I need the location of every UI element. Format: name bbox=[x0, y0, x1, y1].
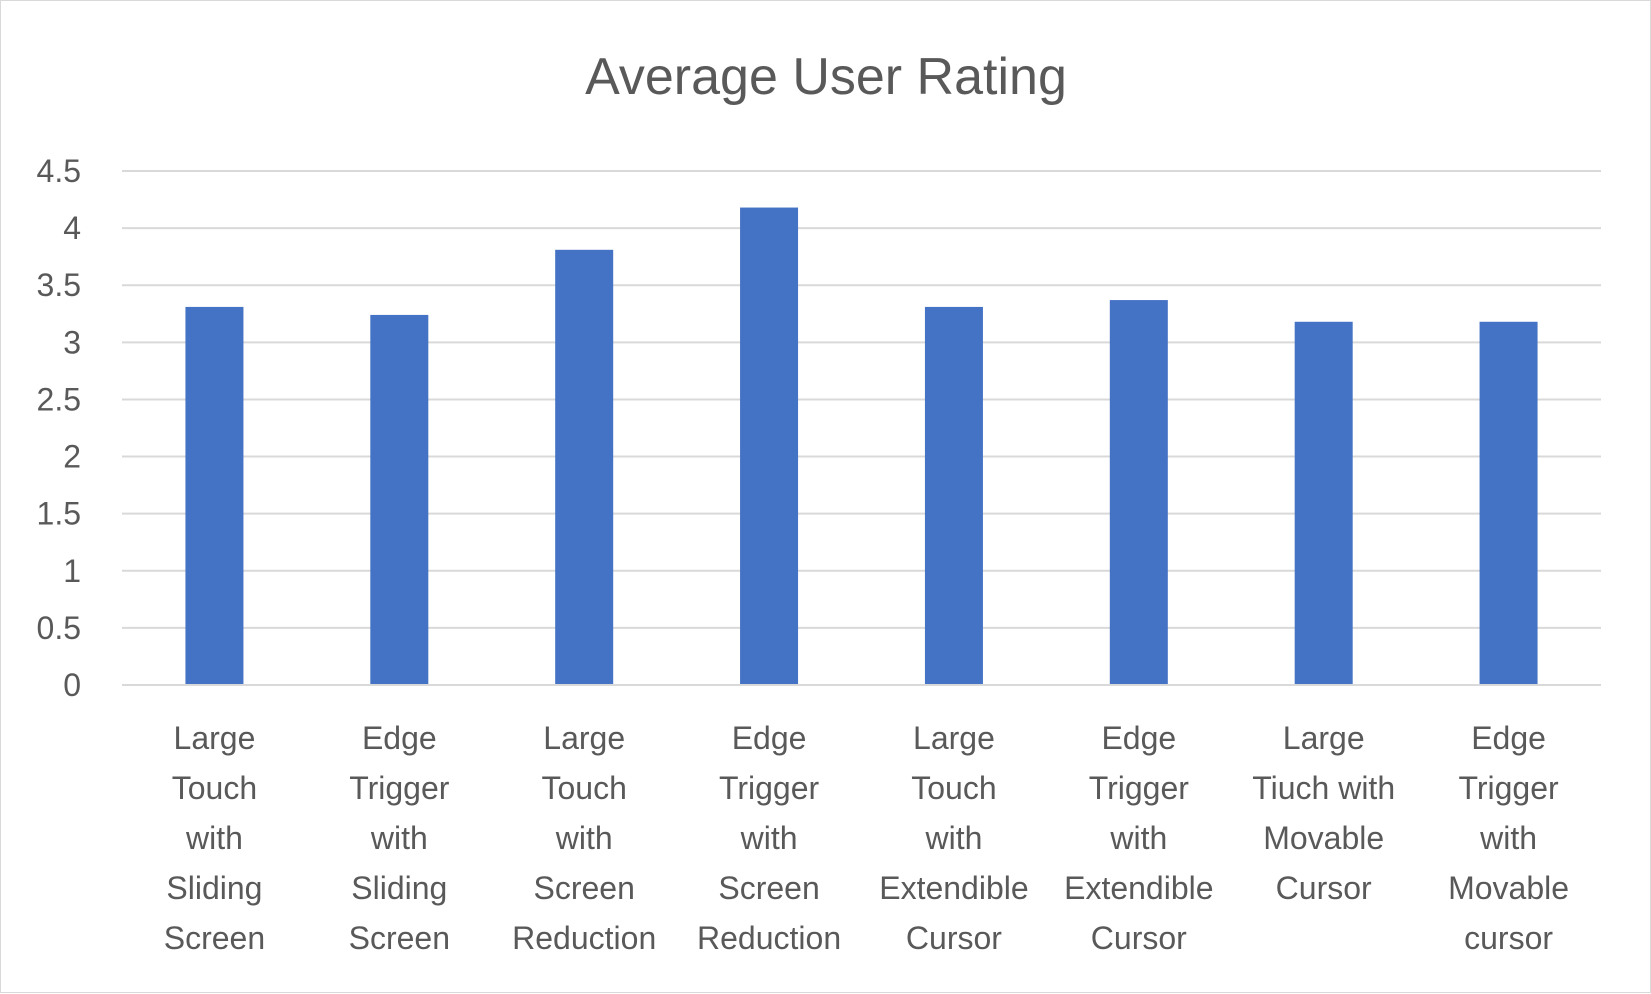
x-tick-label-line: with bbox=[1109, 820, 1167, 856]
x-tick-label-line: Edge bbox=[362, 720, 437, 756]
x-tick-label-line: Cursor bbox=[1091, 920, 1187, 956]
x-tick-label-line: Edge bbox=[732, 720, 807, 756]
y-tick-label: 2 bbox=[63, 439, 81, 475]
x-tick-label: Large Touch with Extendible Cursor bbox=[879, 720, 1028, 956]
bar bbox=[740, 207, 799, 685]
bar bbox=[1479, 321, 1538, 685]
x-tick-label-line: Sliding bbox=[166, 870, 262, 906]
x-tick-label-line: Extendible bbox=[879, 870, 1028, 906]
x-tick-label-line: Touch bbox=[541, 770, 626, 806]
x-tick-label-line: Cursor bbox=[906, 920, 1002, 956]
y-axis-ticks: 0 0.5 1 1.5 2 2.5 3 3.5 4 4.5 bbox=[37, 153, 81, 703]
x-tick-label-line: with bbox=[924, 820, 982, 856]
bar bbox=[370, 314, 429, 685]
gridlines bbox=[122, 170, 1601, 629]
bar bbox=[555, 249, 614, 685]
x-tick-label-line: Screen bbox=[349, 920, 450, 956]
bar bbox=[924, 306, 983, 685]
chart-title: Average User Rating bbox=[585, 48, 1067, 106]
x-tick-label-line: Reduction bbox=[697, 920, 841, 956]
y-tick-label: 3 bbox=[63, 324, 81, 360]
x-tick-label: Edge Trigger with Sliding Screen bbox=[349, 720, 450, 956]
x-tick-label-line: Cursor bbox=[1276, 870, 1372, 906]
x-tick-label-line: Tiuch with bbox=[1252, 770, 1395, 806]
x-tick-label-line: with bbox=[185, 820, 243, 856]
x-tick-label-line: with bbox=[555, 820, 613, 856]
y-tick-label: 2.5 bbox=[37, 381, 81, 417]
y-tick-label: 1.5 bbox=[37, 496, 81, 532]
bar bbox=[1294, 321, 1353, 685]
x-tick-label-line: Large bbox=[174, 720, 256, 756]
x-tick-label-line: Reduction bbox=[512, 920, 656, 956]
x-tick-label-line: Trigger bbox=[719, 770, 820, 806]
x-tick-label-line: Large bbox=[543, 720, 625, 756]
x-tick-label: Large Tiuch with Movable Cursor bbox=[1252, 720, 1395, 906]
x-tick-label: Edge Trigger with Screen Reduction bbox=[697, 720, 841, 956]
x-tick-label-line: with bbox=[740, 820, 798, 856]
y-tick-label: 1 bbox=[63, 553, 81, 589]
x-tick-label: Edge Trigger with Extendible Cursor bbox=[1064, 720, 1213, 956]
x-axis-labels: Large Touch with Sliding Screen Edge Trigger wi… bbox=[164, 720, 1569, 956]
x-tick-label: Large Touch with Screen Reduction bbox=[512, 720, 656, 956]
x-tick-label-line: Large bbox=[1283, 720, 1365, 756]
bar bbox=[1109, 300, 1168, 685]
y-tick-label: 4 bbox=[63, 210, 81, 246]
x-tick-label-line: Touch bbox=[172, 770, 257, 806]
x-tick-label-line: Trigger bbox=[1089, 770, 1190, 806]
x-tick-label-line: Trigger bbox=[1458, 770, 1559, 806]
y-tick-label: 3.5 bbox=[37, 267, 81, 303]
x-tick-label-line: with bbox=[370, 820, 428, 856]
x-tick-label: Edge Trigger with Movable cursor bbox=[1448, 720, 1569, 956]
x-tick-label-line: Trigger bbox=[349, 770, 450, 806]
y-tick-label: 4.5 bbox=[37, 153, 81, 189]
x-tick-label-line: with bbox=[1479, 820, 1537, 856]
x-tick-label-line: Screen bbox=[533, 870, 634, 906]
x-tick-label-line: cursor bbox=[1464, 920, 1553, 956]
x-tick-label-line: Large bbox=[913, 720, 995, 756]
y-tick-label: 0.5 bbox=[37, 610, 81, 646]
x-tick-label-line: Screen bbox=[718, 870, 819, 906]
x-tick-label-line: Movable bbox=[1448, 870, 1569, 906]
x-tick-label-line: Screen bbox=[164, 920, 265, 956]
y-tick-label: 0 bbox=[63, 667, 81, 703]
bar bbox=[185, 306, 244, 685]
bars bbox=[185, 207, 1538, 685]
x-tick-label-line: Sliding bbox=[351, 870, 447, 906]
x-tick-label-line: Edge bbox=[1101, 720, 1176, 756]
x-tick-label-line: Touch bbox=[911, 770, 996, 806]
x-tick-label-line: Extendible bbox=[1064, 870, 1213, 906]
x-tick-label: Large Touch with Sliding Screen bbox=[164, 720, 265, 956]
x-tick-label-line: Edge bbox=[1471, 720, 1546, 756]
x-tick-label-line: Movable bbox=[1263, 820, 1384, 856]
